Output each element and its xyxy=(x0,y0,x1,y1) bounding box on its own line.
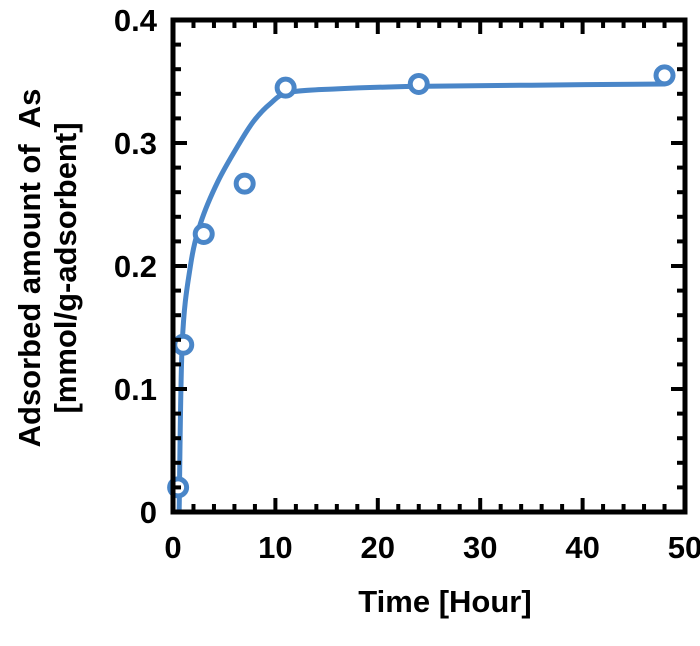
y-axis-title-line-1: Adsorbed amount of As xyxy=(12,89,47,448)
y-tick-label: 0.3 xyxy=(114,126,157,161)
ticks-layer xyxy=(171,18,687,514)
x-tick-label: 30 xyxy=(463,530,497,565)
x-tick-label: 0 xyxy=(164,530,181,565)
fit-curve-layer xyxy=(176,81,668,515)
y-tick-label: 0 xyxy=(140,495,157,530)
x-tick-label: 10 xyxy=(258,530,292,565)
y-axis-title-line-2: [mmol/g-adsorbent] xyxy=(48,122,83,413)
data-point xyxy=(407,72,430,95)
plot-frame xyxy=(170,17,688,515)
data-point xyxy=(233,172,256,195)
x-tick-label: 20 xyxy=(361,530,395,565)
fit-curve-line xyxy=(176,81,668,515)
data-point xyxy=(192,223,215,246)
y-tick-label: 0.4 xyxy=(114,3,158,38)
x-tick-label: 40 xyxy=(565,530,599,565)
data-points-layer xyxy=(167,64,676,499)
data-point xyxy=(274,76,297,99)
y-tick-label: 0.2 xyxy=(114,249,157,284)
x-axis-title: Time [Hour] xyxy=(358,584,531,619)
data-point xyxy=(653,64,676,87)
x-tick-label: 50 xyxy=(668,530,700,565)
y-tick-label: 0.1 xyxy=(114,372,157,407)
tick-labels-layer: 0 10 20 30 40 50 0 0.1 0.2 0.3 0.4 xyxy=(114,3,700,565)
